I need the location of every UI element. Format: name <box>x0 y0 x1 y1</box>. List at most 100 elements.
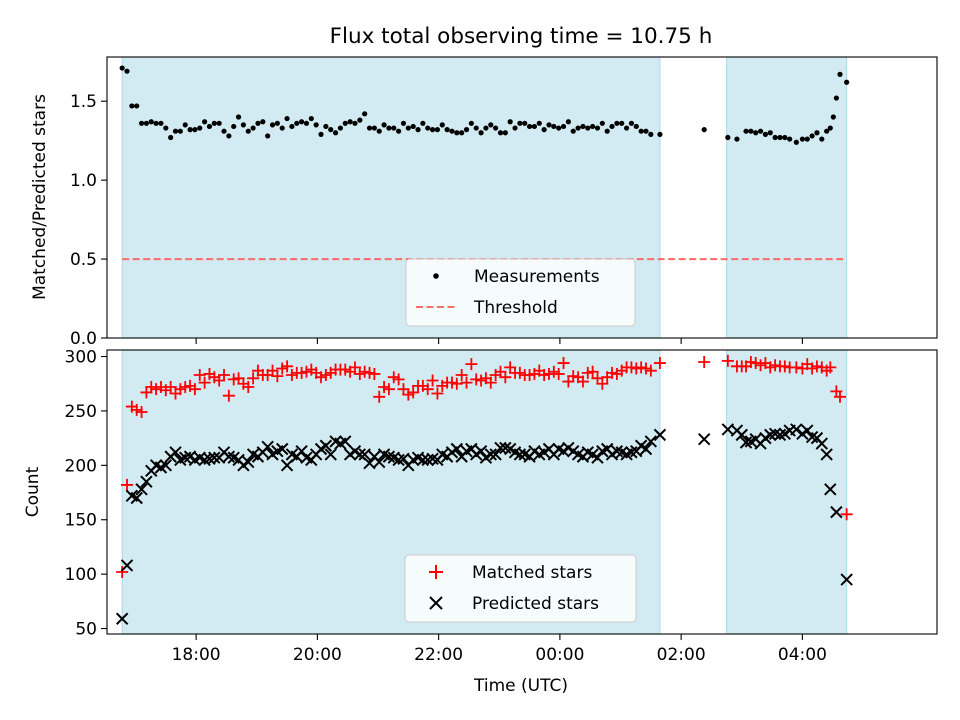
top-legend-box <box>405 258 636 327</box>
matched-star-point <box>135 406 148 419</box>
measurement-point <box>757 128 764 134</box>
y-tick-label: 0.0 <box>70 329 97 349</box>
measurement-point <box>289 123 295 130</box>
matched-star-point <box>431 387 444 400</box>
predicted-star-point <box>450 442 464 456</box>
measurement-point <box>585 125 591 131</box>
measurement-point <box>313 122 319 128</box>
measurement-point <box>734 136 740 142</box>
predicted-star-point <box>295 444 308 458</box>
legend-marker-matched <box>429 565 443 579</box>
measurement-point <box>124 68 130 74</box>
measurement-point <box>202 119 208 125</box>
predicted-star-point <box>815 437 829 450</box>
matched-star-point <box>426 374 439 387</box>
legend-marker-measurements <box>433 273 439 279</box>
measurement-point <box>274 120 280 126</box>
y-tick-label: 150 <box>65 511 97 531</box>
measurement-point <box>391 125 397 131</box>
measurement-point <box>323 123 329 130</box>
measurement-point <box>833 95 839 101</box>
predicted-star-point <box>242 455 255 469</box>
predicted-star-point <box>130 491 143 505</box>
predicted-star-point <box>280 459 294 472</box>
measurement-point <box>748 128 754 134</box>
measurement-point <box>556 125 562 131</box>
measurement-point <box>827 125 833 131</box>
predicted-star-point <box>339 435 352 448</box>
measurement-point <box>536 120 542 126</box>
predicted-star-point <box>830 505 843 519</box>
measurement-point <box>240 122 247 128</box>
measurement-point <box>134 103 140 109</box>
y-tick-label: 100 <box>65 565 97 585</box>
matched-star-point <box>790 361 803 374</box>
predicted-stars-points <box>115 423 853 625</box>
measurement-point <box>522 120 528 126</box>
matched-star-point <box>833 390 846 403</box>
measurement-point <box>197 125 203 131</box>
predicted-star-point <box>324 448 337 461</box>
x-tick-label: 02:00 <box>657 645 706 665</box>
measurement-point <box>623 125 630 131</box>
y-tick-label: 250 <box>65 402 97 422</box>
top-axes-frame <box>106 56 938 339</box>
measurement-point <box>444 127 450 133</box>
measurement-point <box>830 114 836 120</box>
measurement-point <box>517 120 523 126</box>
predicted-star-point <box>639 442 653 456</box>
measurement-point <box>449 128 455 134</box>
bottom-legend: Matched stars Predicted stars <box>404 554 637 623</box>
predicted-star-point <box>261 440 274 454</box>
matched-star-point <box>407 386 420 399</box>
count-panel: 50 100 150 200 250 300 18:00 20:00 22:00 00:00 02… <box>23 348 938 696</box>
predicted-star-point <box>159 459 173 472</box>
matched-star-point <box>644 364 657 377</box>
measurement-point <box>473 125 479 131</box>
measurement-point <box>371 125 377 131</box>
y-tick-label: 300 <box>65 348 97 368</box>
bottom-y-axis-label: Count <box>23 466 43 517</box>
measurement-point <box>396 128 402 134</box>
measurement-point <box>221 128 227 134</box>
matched-star-point <box>557 357 570 370</box>
bottom-y-ticks: 50 100 150 200 250 300 <box>65 348 107 640</box>
shaded-spans-top <box>121 57 848 338</box>
measurement-point <box>138 120 145 126</box>
y-tick-label: 50 <box>75 620 97 640</box>
legend-label-matched: Matched stars <box>472 563 592 583</box>
measurement-point <box>614 120 620 126</box>
measurement-point <box>648 131 654 137</box>
matched-star-point <box>193 369 206 382</box>
measurement-point <box>400 120 407 126</box>
predicted-star-point <box>489 448 502 461</box>
measurement-point <box>187 127 193 133</box>
measurement-point <box>381 122 387 128</box>
predicted-star-point <box>484 448 497 461</box>
measurement-point <box>172 128 179 134</box>
measurement-point <box>231 123 237 130</box>
measurement-point <box>163 125 169 131</box>
predicted-star-point <box>353 448 367 461</box>
matched-star-point <box>421 383 434 396</box>
matched-star-point <box>392 373 405 386</box>
ratio-panel: 0.0 0.5 1.0 1.5 Matched/Predicted stars Mea… <box>30 56 938 349</box>
measurement-point <box>483 125 489 131</box>
measurement-point <box>463 127 470 133</box>
matched-star-point <box>840 508 853 521</box>
measurement-point <box>526 123 533 130</box>
measurement-point <box>434 127 441 133</box>
measurement-point <box>410 123 416 130</box>
matched-star-point <box>653 357 666 370</box>
measurement-point <box>609 123 615 130</box>
predicted-star-point <box>697 433 711 446</box>
measurement-point <box>216 120 222 126</box>
top-y-axis-label: Matched/Predicted stars <box>30 94 50 300</box>
measurement-point <box>420 120 426 126</box>
measurement-point <box>762 131 769 137</box>
measurement-point <box>753 130 759 136</box>
measurement-point <box>551 123 557 130</box>
matched-star-point <box>271 370 284 383</box>
predicted-star-point <box>644 435 658 448</box>
